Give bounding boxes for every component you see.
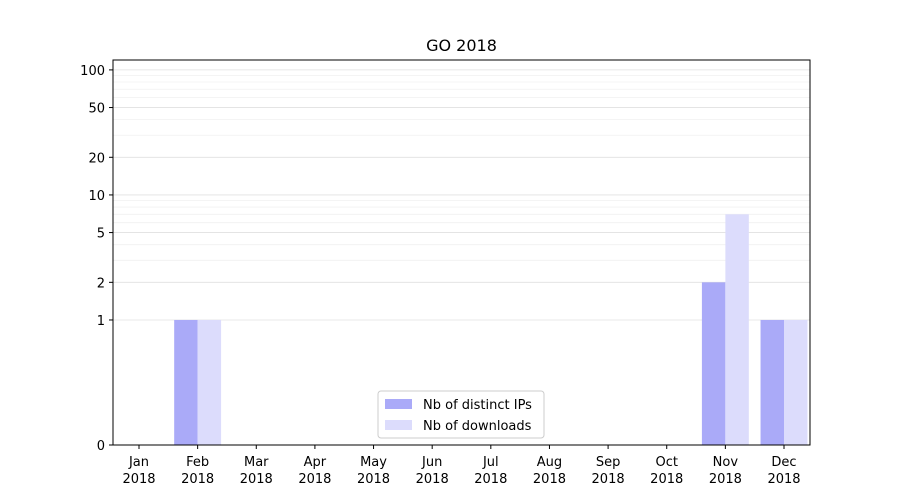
x-tick-label-line: Jun xyxy=(421,455,442,470)
x-tick-label: Jan 2018 xyxy=(122,455,155,487)
bars xyxy=(174,214,808,445)
x-tick-label: Mar 2018 xyxy=(240,455,273,487)
y-tick-label: 10 xyxy=(88,189,105,204)
y-tick-label: 5 xyxy=(97,227,105,242)
y-tick-label: 2 xyxy=(97,276,105,291)
bar-nb-of-distinct-ips xyxy=(701,282,726,445)
x-tick-label-line: Apr xyxy=(304,455,327,470)
x-tick-label: Feb 2018 xyxy=(181,455,214,487)
x-tick-label-line: 2018 xyxy=(181,472,214,487)
plot-frame xyxy=(112,59,811,446)
x-tick-label-line: 2018 xyxy=(298,472,331,487)
legend-swatch xyxy=(385,420,412,430)
x-tick-label-line: Aug xyxy=(537,455,562,470)
x-tick-label-line: 2018 xyxy=(416,472,449,487)
x-tick-label-line: 2018 xyxy=(122,472,155,487)
y-tick-label: 50 xyxy=(88,102,105,117)
x-tick-label-line: 2018 xyxy=(592,472,625,487)
y-axis: 0 1 2 5 10 20 50 100 xyxy=(80,64,113,454)
x-tick-label-line: Jan xyxy=(128,455,149,470)
x-tick-label-line: May xyxy=(360,455,387,470)
x-tick-label: Apr 2018 xyxy=(298,455,331,487)
x-tick-label: Oct 2018 xyxy=(650,455,683,487)
y-tick-label: 100 xyxy=(80,64,105,79)
legend-label: Nb of distinct IPs xyxy=(423,398,532,413)
legend-box xyxy=(377,390,545,439)
x-axis: Jan 2018 Feb 2018 Mar 2018 Apr 2018 May 2018 Jun 20… xyxy=(122,445,801,487)
x-tick-label-line: 2018 xyxy=(474,472,507,487)
x-tick-label: May 2018 xyxy=(357,455,390,487)
bar-nb-of-distinct-ips xyxy=(174,319,198,445)
legend-swatch xyxy=(385,399,412,409)
x-tick-label: Dec 2018 xyxy=(767,455,800,487)
x-tick-label-line: 2018 xyxy=(767,472,800,487)
y-tick-label: 20 xyxy=(88,151,105,166)
bar-nb-of-downloads xyxy=(197,319,222,445)
x-tick-label-line: Feb xyxy=(186,455,209,470)
x-tick-label-line: 2018 xyxy=(240,472,273,487)
x-tick-label: Jul 2018 xyxy=(474,455,507,487)
x-tick-label: Sep 2018 xyxy=(592,455,625,487)
bar-nb-of-downloads xyxy=(784,319,808,445)
bar-nb-of-distinct-ips xyxy=(760,319,784,445)
x-tick-label: Jun 2018 xyxy=(416,455,449,487)
chart-title: GO 2018 xyxy=(426,36,497,55)
legend: Nb of distinct IPs Nb of downloads xyxy=(377,390,545,439)
x-tick-label: Aug 2018 xyxy=(533,455,566,487)
y-tick-label: 1 xyxy=(97,314,105,329)
legend-label: Nb of downloads xyxy=(423,419,532,434)
x-tick-label-line: 2018 xyxy=(709,472,742,487)
x-tick-label-line: Jul xyxy=(482,455,499,470)
y-tick-label: 0 xyxy=(97,439,105,454)
x-tick-label-line: 2018 xyxy=(650,472,683,487)
x-tick-label-line: Dec xyxy=(771,455,796,470)
x-tick-label-line: Mar xyxy=(244,455,269,470)
x-tick-label-line: Oct xyxy=(655,455,677,470)
x-tick-label-line: Sep xyxy=(596,455,621,470)
x-tick-label-line: 2018 xyxy=(357,472,390,487)
bar-nb-of-downloads xyxy=(725,214,749,445)
x-tick-label-line: Nov xyxy=(713,455,739,470)
x-tick-label: Nov 2018 xyxy=(709,455,742,487)
x-tick-label-line: 2018 xyxy=(533,472,566,487)
